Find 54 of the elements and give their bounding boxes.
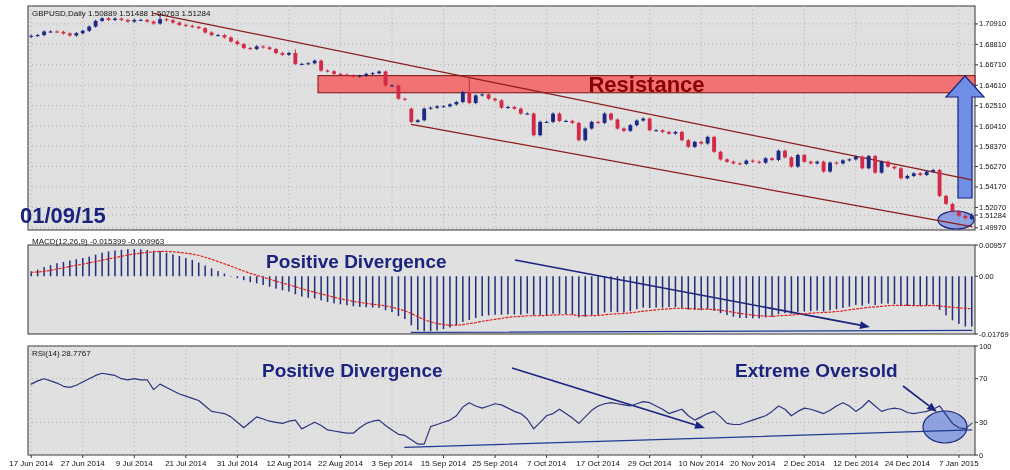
candlestick [467,78,472,105]
x-tick-label: 10 Nov 2014 [678,459,725,468]
line-series [30,250,973,326]
x-tick-label: 17 Oct 2014 [576,459,621,468]
candlestick [435,104,440,110]
x-tick-label: 12 Aug 2014 [266,459,312,468]
candlestick [351,73,356,79]
candlestick [67,31,72,38]
candlestick [261,44,266,50]
candlestick [402,97,407,102]
candlestick [563,119,568,123]
candlestick [654,128,659,132]
x-tick-label: 22 Aug 2014 [317,459,364,468]
x-tick-label: 9 Jul 2014 [115,459,154,468]
candlestick [931,168,936,174]
x-tick-label: 24 Dec 2014 [884,459,931,468]
x-tick-label: 15 Sep 2014 [420,459,467,468]
x-tick-label: 12 Dec 2014 [833,459,880,468]
chart-title: GBPUSD,Daily 1.50889 1.51488 1.50763 1.51284 [32,9,211,18]
x-tick-label: 21 Jul 2014 [165,459,208,468]
x-tick-label: 7 Jan 2015 [939,459,980,468]
annotation: Extreme Oversold [735,360,898,381]
x-tick-label: 7 Oct 2014 [527,459,567,468]
candlestick [737,161,742,166]
candlestick [873,154,878,175]
x-tick-label: 25 Sep 2014 [472,459,519,468]
candlestick [847,157,852,163]
annotation: Positive Divergence [262,360,443,381]
candlestick [667,130,671,136]
candlestick [596,120,601,125]
candlestick [750,158,755,164]
band-label: Resistance [588,72,705,98]
x-tick-label: 31 Jul 2014 [216,459,259,468]
candlestick [229,35,233,44]
x-tick-label: 20 Nov 2014 [730,459,776,468]
candlestick [344,72,349,78]
candlestick [531,111,536,137]
candlestick [770,156,774,162]
chart-title: RSI(14) 28.7767 [32,349,92,358]
candlestick [125,18,130,24]
x-tick-label: 3 Sep 2014 [371,459,413,468]
candlestick [841,158,845,166]
candlestick [576,121,581,142]
x-tick-label: 17 Jun 2014 [9,459,54,468]
x-tick-label: 29 Oct 2014 [627,459,673,468]
candlestick [286,51,291,57]
x-tick-label: 2 Dec 2014 [783,459,826,468]
candlestick [480,92,485,98]
x-tick-label: 27 Jun 2014 [60,459,106,468]
annotation: 01/09/15 [20,203,106,228]
chart-title: MACD(12,26,9) -0.015399 -0.009963 [32,237,165,246]
candlestick [448,102,452,108]
annotation: Positive Divergence [266,251,447,272]
candlestick [216,33,220,37]
